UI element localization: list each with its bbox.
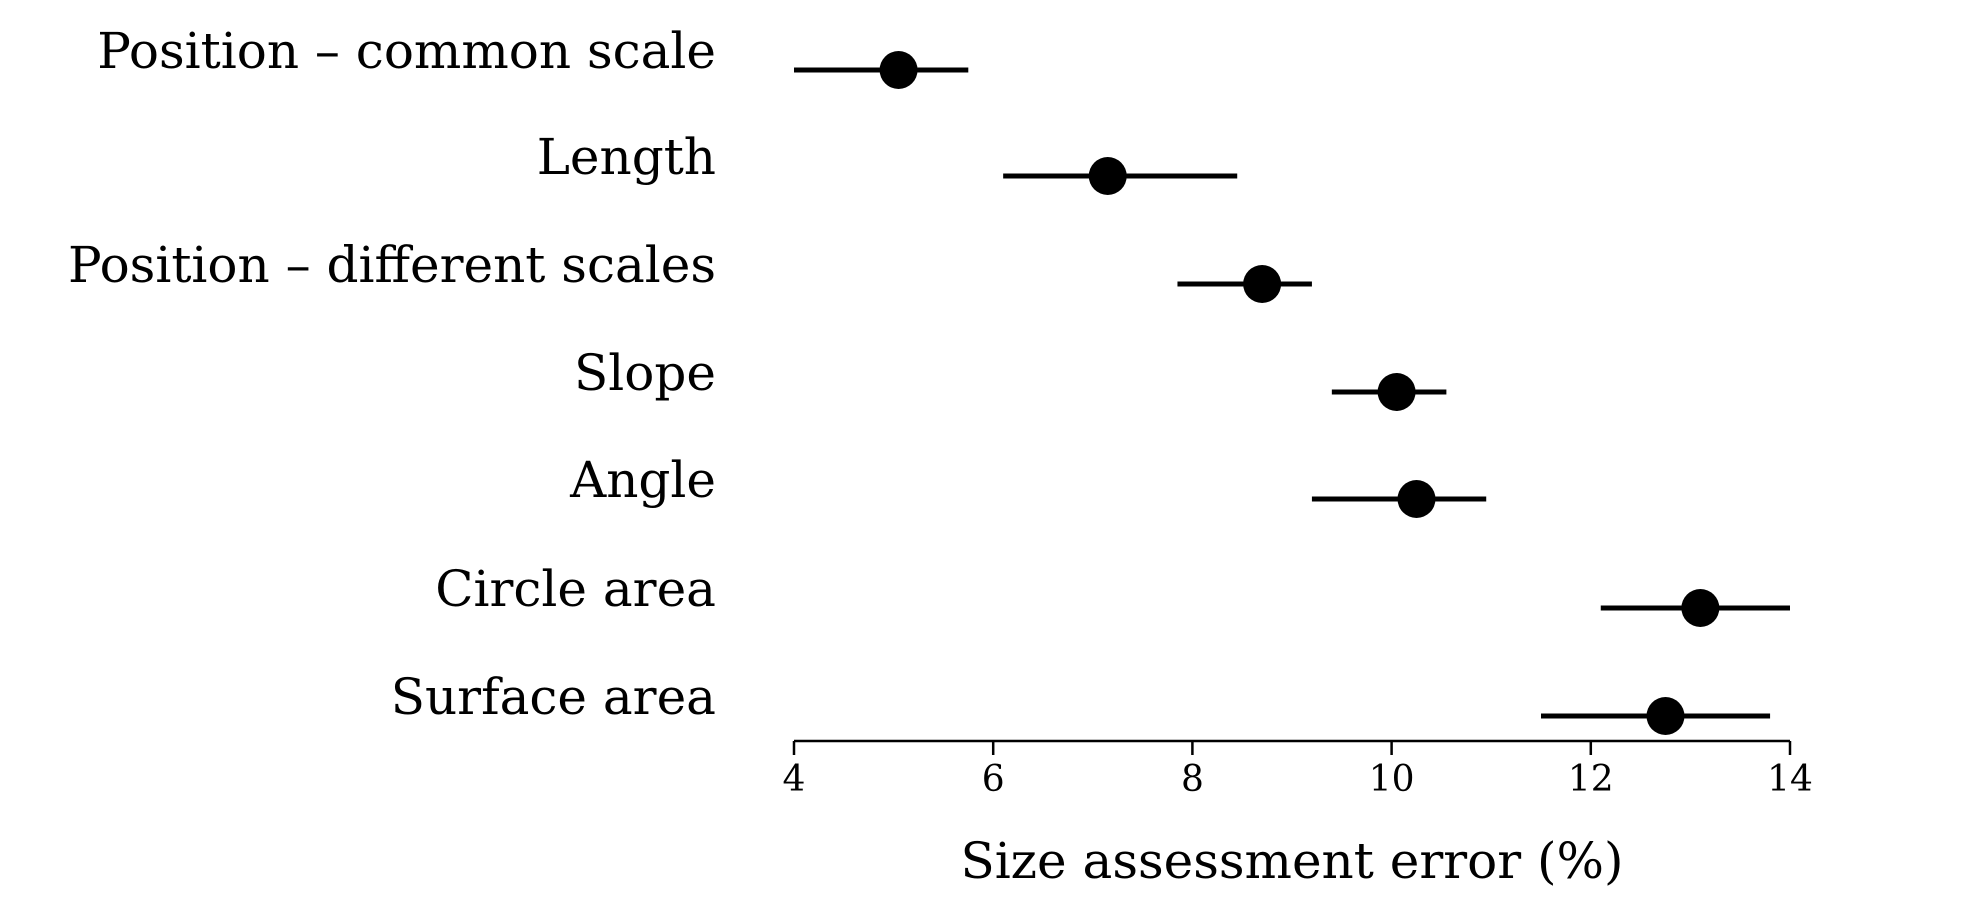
data-point (1681, 589, 1720, 627)
data-point (879, 51, 918, 89)
chart-marks (794, 51, 1790, 735)
x-tick-label: 8 (1181, 759, 1204, 800)
data-point (1088, 157, 1127, 195)
x-axis-ticks: 4 6 8 10 12 14 (783, 741, 1813, 800)
category-labels: Position – common scale Length Position – … (68, 22, 716, 726)
x-tick-label: 14 (1767, 759, 1813, 800)
category-label: Position – common scale (97, 22, 716, 80)
category-label: Circle area (435, 560, 716, 618)
data-point (1243, 265, 1282, 303)
data-point (1377, 373, 1416, 411)
category-label: Angle (569, 451, 716, 509)
data-point (1397, 480, 1436, 518)
x-axis: 4 6 8 10 12 14 (783, 739, 1813, 800)
x-tick-label: 12 (1568, 759, 1614, 800)
category-label: Position – different scales (68, 236, 716, 294)
x-tick-label: 10 (1369, 759, 1415, 800)
x-tick-label: 4 (783, 759, 806, 800)
x-tick-label: 6 (982, 759, 1005, 800)
category-label: Surface area (391, 668, 716, 726)
x-axis-title: Size assessment error (%) (960, 832, 1623, 890)
category-label: Length (537, 128, 716, 186)
category-label: Slope (574, 344, 716, 402)
data-point (1646, 697, 1685, 735)
